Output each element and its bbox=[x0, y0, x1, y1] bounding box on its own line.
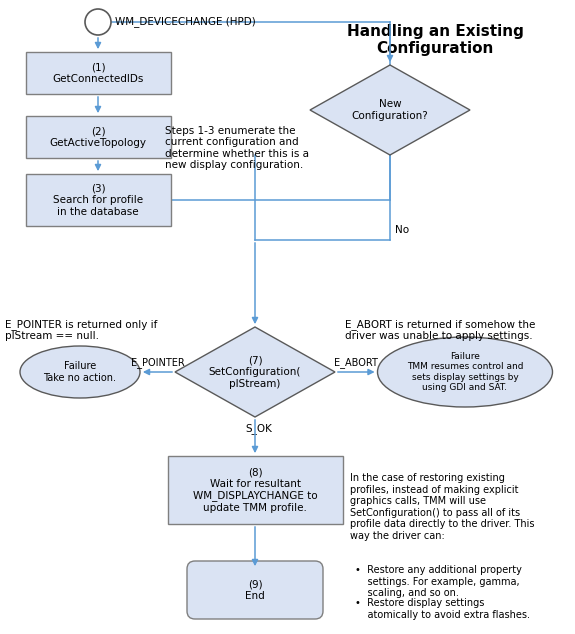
FancyBboxPatch shape bbox=[25, 116, 171, 158]
Polygon shape bbox=[175, 327, 335, 417]
Text: (3)
Search for profile
in the database: (3) Search for profile in the database bbox=[53, 183, 143, 217]
Text: (1)
GetConnectedIDs: (1) GetConnectedIDs bbox=[52, 62, 144, 84]
Text: In the case of restoring existing
profiles, instead of making explicit
graphics : In the case of restoring existing profil… bbox=[350, 473, 535, 541]
Text: E_ABORT: E_ABORT bbox=[334, 357, 378, 368]
Text: E_ABORT is returned if somehow the
driver was unable to apply settings.: E_ABORT is returned if somehow the drive… bbox=[345, 319, 535, 341]
Text: New
Configuration?: New Configuration? bbox=[352, 99, 428, 121]
Circle shape bbox=[85, 9, 111, 35]
Text: (7)
SetConfiguration(
pIStream): (7) SetConfiguration( pIStream) bbox=[209, 356, 301, 389]
Text: No: No bbox=[395, 225, 409, 235]
Ellipse shape bbox=[378, 337, 553, 407]
Text: (2)
GetActiveTopology: (2) GetActiveTopology bbox=[49, 126, 147, 148]
Text: •  Restore display settings
    atomically to avoid extra flashes.: • Restore display settings atomically to… bbox=[355, 598, 530, 619]
FancyBboxPatch shape bbox=[25, 52, 171, 94]
Text: E_POINTER: E_POINTER bbox=[131, 357, 185, 368]
Text: Steps 1-3 enumerate the
current configuration and
determine whether this is a
ne: Steps 1-3 enumerate the current configur… bbox=[165, 126, 309, 171]
Text: (8)
Wait for resultant
WM_DISPLAYCHANGE to
update TMM profile.: (8) Wait for resultant WM_DISPLAYCHANGE … bbox=[193, 467, 317, 513]
FancyBboxPatch shape bbox=[187, 561, 323, 619]
Text: S_OK: S_OK bbox=[245, 424, 272, 434]
Text: Failure
Take no action.: Failure Take no action. bbox=[44, 361, 117, 383]
Text: WM_DEVICECHANGE (HPD): WM_DEVICECHANGE (HPD) bbox=[115, 16, 256, 27]
FancyBboxPatch shape bbox=[25, 174, 171, 226]
Text: Handling an Existing
Configuration: Handling an Existing Configuration bbox=[347, 24, 523, 56]
Text: •  Restore any additional property
    settings. For example, gamma,
    scaling: • Restore any additional property settin… bbox=[355, 565, 522, 598]
Text: (9)
End: (9) End bbox=[245, 579, 265, 601]
Ellipse shape bbox=[20, 346, 140, 398]
FancyBboxPatch shape bbox=[167, 456, 343, 524]
Text: Failure
TMM resumes control and
sets display settings by
using GDI and SAT.: Failure TMM resumes control and sets dis… bbox=[407, 352, 523, 392]
Text: E_POINTER is returned only if
pIStream == null.: E_POINTER is returned only if pIStream =… bbox=[5, 319, 158, 341]
Polygon shape bbox=[310, 65, 470, 155]
